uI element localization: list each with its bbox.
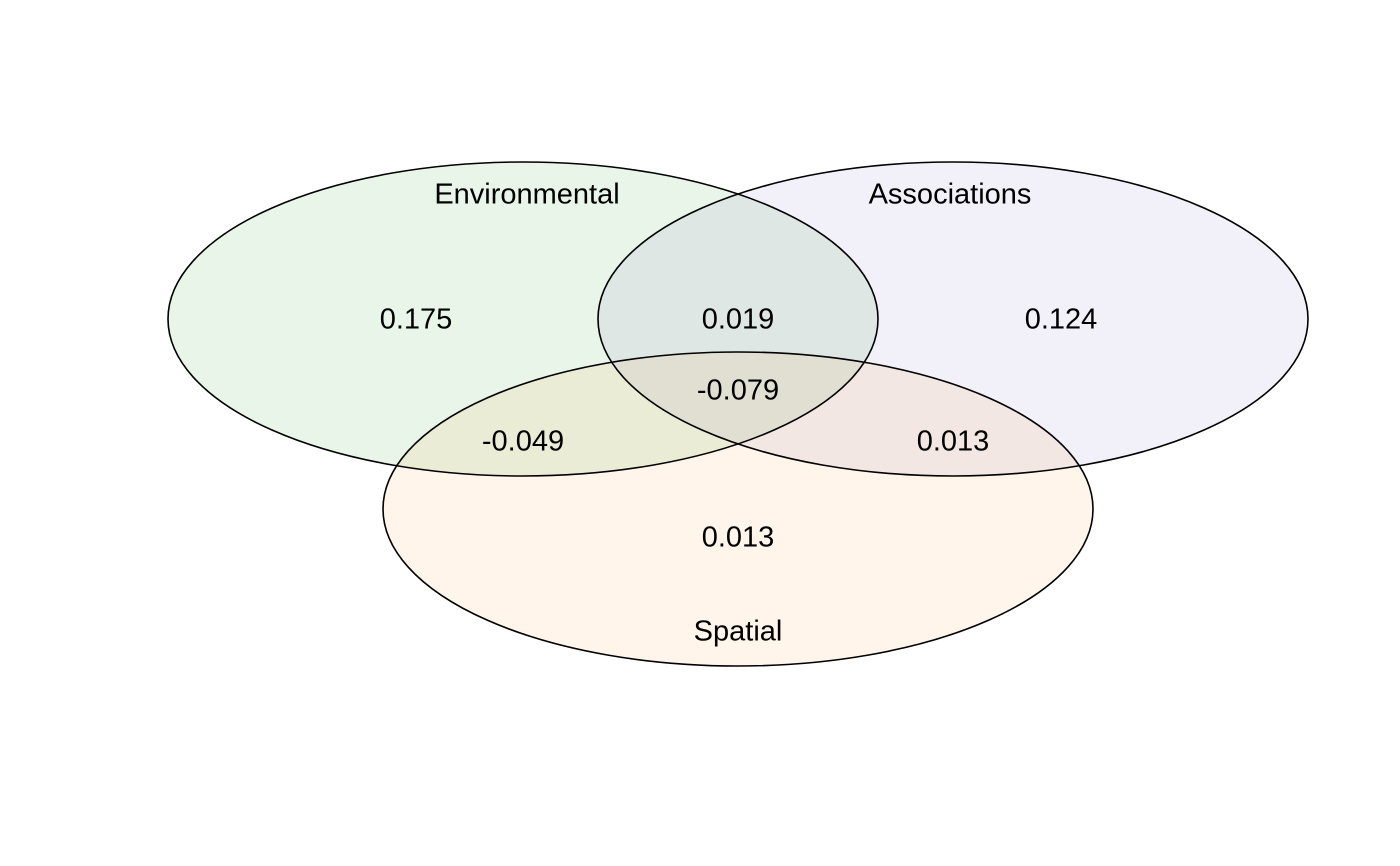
environmental-set-outline [167, 161, 879, 477]
all-three-value: -0.079 [697, 375, 779, 407]
spatial-set-label: Spatial [694, 616, 783, 648]
spatial-set-fill [383, 352, 1093, 666]
environmental-set-fill [168, 162, 878, 476]
associations-only-value: 0.124 [1025, 304, 1098, 336]
associations-set-fill [598, 162, 1308, 476]
associations-set-outline [597, 161, 1309, 477]
environmental-set-label: Environmental [434, 179, 619, 211]
spatial-only-value: 0.013 [702, 522, 775, 554]
environmental-only-value: 0.175 [380, 304, 453, 336]
associations-spatial-value: 0.013 [917, 426, 990, 458]
spatial-set-outline [382, 351, 1094, 667]
environmental-spatial-value: -0.049 [482, 426, 564, 458]
environmental-associations-value: 0.019 [702, 304, 775, 336]
associations-set-label: Associations [869, 179, 1032, 211]
